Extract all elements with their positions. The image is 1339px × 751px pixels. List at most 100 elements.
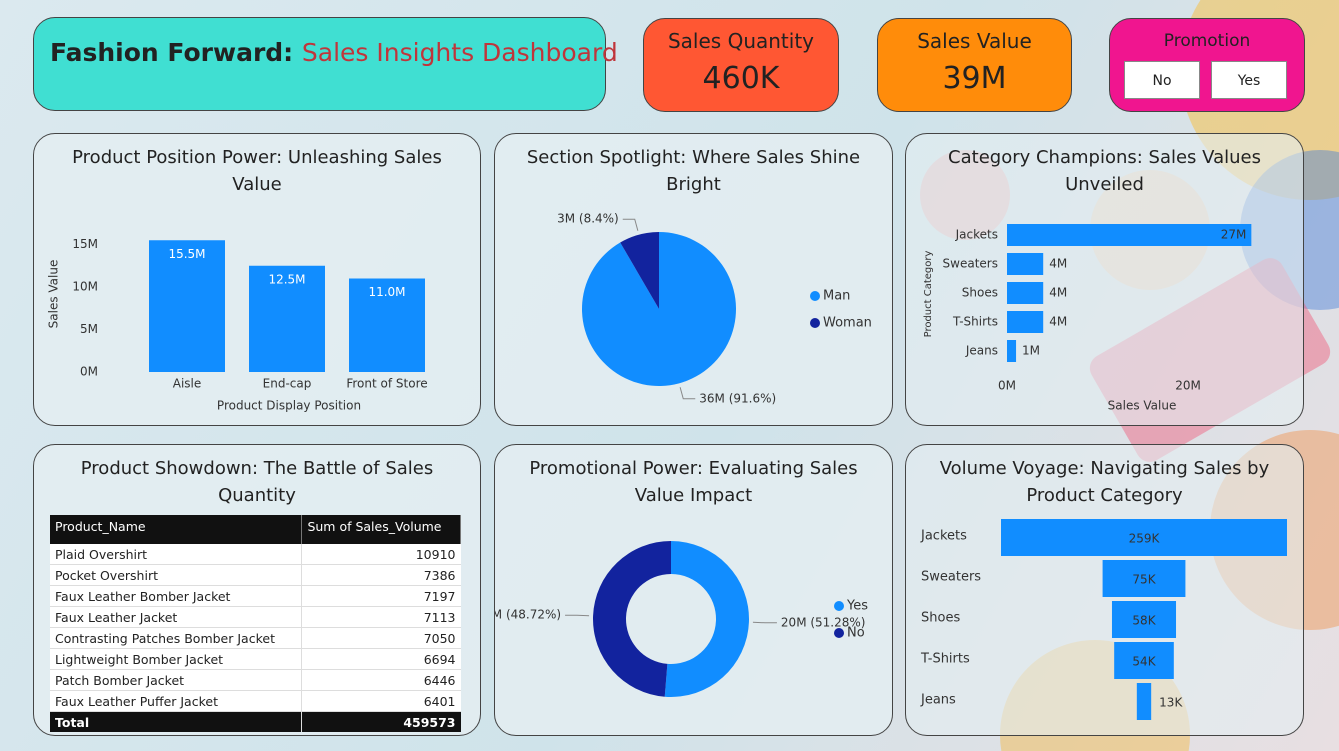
bar: [1114, 642, 1174, 679]
cell: 7113: [301, 606, 461, 628]
chart: 0M 5M 10M 15M 15.5M Aisle 12.5M End-cap 11.0M Fro…: [47, 237, 428, 413]
x-tick-label: Front of Store: [346, 377, 427, 391]
data-label: 27M: [1221, 228, 1247, 242]
table-row: Pocket Overshirt 7386: [50, 564, 461, 586]
data-label: 3M (8.4%): [557, 212, 619, 226]
table-panel: Product Showdown: The Battle of Sales Qu…: [33, 444, 481, 736]
y-tick-label: 10M: [72, 280, 98, 294]
cell: Faux Leather Puffer Jacket: [50, 690, 302, 712]
cell: Pocket Overshirt: [50, 564, 302, 586]
table-row: Lightweight Bomber Jacket 6694: [50, 648, 461, 670]
cell: Faux Leather Bomber Jacket: [50, 585, 302, 607]
x-tick-label: Aisle: [173, 377, 202, 391]
bar: [249, 265, 325, 372]
slice: [664, 541, 749, 697]
chart-panel: Volume Voyage: Navigating Sales by Produ…: [905, 444, 1304, 736]
chart-title: Section Spotlight: Where Sales Shine Bri…: [526, 147, 861, 195]
chart-title: Category Champions: Sales Values Unveile…: [948, 147, 1261, 195]
table-row: Plaid Overshirt 10910: [50, 544, 461, 565]
kpi-card: Sales Quantity 460K: [643, 18, 839, 112]
data-label: 15.5M: [168, 247, 205, 261]
legend-marker: [810, 291, 820, 301]
slicer-option[interactable]: Yes: [1211, 61, 1287, 99]
kpi-label: Sales Value: [917, 29, 1032, 53]
chart-panel: Promotional Power: Evaluating Sales Valu…: [494, 444, 893, 736]
table-row: Faux Leather Jacket 7113: [50, 606, 461, 628]
slicer: Promotion No Yes: [1109, 18, 1305, 112]
y-tick-label: T-Shirts: [952, 315, 998, 329]
x-tick-label: 0M: [998, 379, 1016, 393]
slicer-title: Promotion: [1163, 31, 1251, 51]
chart-title: Promotional Power: Evaluating Sales Valu…: [529, 458, 858, 506]
data-label: 259K: [1129, 532, 1161, 546]
data-label: 4M: [1049, 286, 1067, 300]
bar: [1007, 282, 1044, 304]
cell: 6446: [301, 669, 461, 691]
y-tick-label: 0M: [80, 365, 98, 379]
column-header[interactable]: Product_Name: [50, 515, 303, 544]
cell: Plaid Overshirt: [50, 544, 302, 565]
legend-marker: [834, 628, 844, 638]
cell: 7050: [301, 627, 461, 649]
title-line: Fashion Forward: Sales Insights Dashboar…: [50, 38, 618, 67]
data-label: 11.0M: [368, 285, 405, 299]
total-label: Total: [50, 711, 302, 732]
chart-panel: Product Position Power: Unleashing Sales…: [33, 133, 481, 426]
title-box: Fashion Forward: Sales Insights Dashboar…: [33, 17, 618, 111]
leader-line: [679, 387, 696, 400]
chart: 0M 20M 27M Jackets 4M Sweaters 4M Shoes 4M T-Shir…: [923, 224, 1252, 413]
table-row: Faux Leather Puffer Jacket 6401: [50, 690, 461, 712]
category-label: Sweaters: [921, 570, 981, 585]
y-tick-label: 15M: [72, 237, 98, 251]
legend-label: Yes: [846, 599, 868, 614]
y-tick-label: Shoes: [962, 286, 998, 300]
x-axis-label: Sales Value: [1108, 399, 1177, 413]
bar: [149, 240, 225, 372]
data-label: 1M: [1022, 344, 1040, 358]
data-label: 75K: [1132, 573, 1156, 587]
slice: [593, 541, 671, 697]
bar: [1102, 560, 1186, 597]
data-label: 20M (51.28%): [781, 615, 866, 629]
table-row: Patch Bomber Jacket 6446: [50, 669, 461, 691]
chart: 259K Jackets 75K Sweaters 58K Shoes 54K T-Shirt…: [920, 519, 1287, 720]
data-label: 54K: [1132, 655, 1156, 669]
cell: Faux Leather Jacket: [50, 606, 302, 628]
legend-label: Man: [823, 289, 850, 304]
legend-label: Woman: [823, 316, 872, 331]
y-axis-label: Product Category: [923, 251, 934, 338]
legend-label: No: [847, 626, 865, 641]
cell: Patch Bomber Jacket: [50, 669, 302, 691]
bar: [1007, 253, 1044, 275]
kpi-value: 460K: [702, 61, 780, 96]
bar: [1111, 601, 1177, 638]
kpi-label: Sales Quantity: [667, 29, 814, 53]
data-label: 13K: [1159, 696, 1183, 710]
x-axis-label: Product Display Position: [217, 399, 361, 413]
y-tick-label: 5M: [80, 322, 98, 336]
x-tick-label: 20M: [1175, 379, 1201, 393]
data-label: 12.5M: [268, 272, 305, 286]
category-label: T-Shirts: [920, 652, 970, 667]
table: Product_Name Sum of Sales_Volume Plaid Ov…: [50, 515, 461, 732]
cell: Lightweight Bomber Jacket: [50, 648, 302, 670]
data-label: 36M (91.6%): [699, 391, 776, 405]
chart-panel: Section Spotlight: Where Sales Shine Bri…: [494, 133, 893, 426]
cell: 7386: [301, 564, 461, 586]
table-row: Faux Leather Bomber Jacket 7197: [50, 585, 461, 607]
chart-panel: Category Champions: Sales Values Unveile…: [905, 133, 1304, 426]
y-tick-label: Sweaters: [943, 257, 998, 271]
bar: [1007, 224, 1252, 246]
data-label: 4M: [1049, 257, 1067, 271]
slicer-option[interactable]: No: [1124, 61, 1200, 99]
y-axis-label: Sales Value: [47, 260, 61, 329]
chart: 36M (91.6%) 3M (8.4%) Man Woman: [557, 212, 872, 406]
x-tick-label: End-cap: [263, 377, 312, 391]
bar: [1001, 519, 1287, 556]
column-header[interactable]: Sum of Sales_Volume: [301, 515, 461, 544]
title: Fashion Forward:: [50, 38, 294, 67]
chart-title: Product Position Power: Unleashing Sales…: [72, 147, 442, 195]
cell: 7197: [301, 585, 461, 607]
y-tick-label: Jackets: [955, 228, 998, 242]
